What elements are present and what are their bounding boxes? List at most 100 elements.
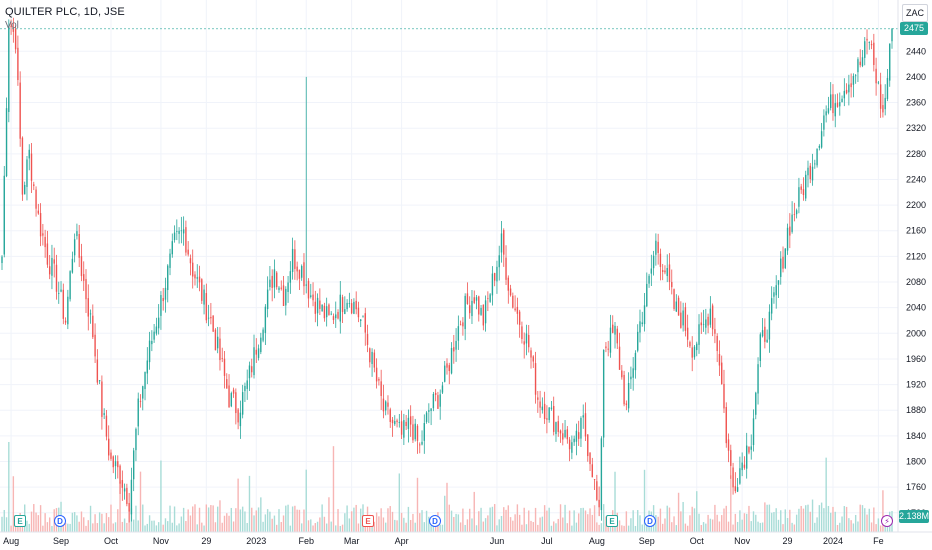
- volume-label[interactable]: Vol: [5, 20, 19, 31]
- candle-body: [548, 407, 550, 421]
- volume-bar: [480, 507, 482, 532]
- earnings-event-marker[interactable]: E: [14, 515, 26, 527]
- volume-bar: [198, 507, 201, 532]
- volume-bar: [509, 517, 512, 532]
- candle-body: [135, 428, 137, 451]
- candle-body: [139, 401, 142, 402]
- candle-body: [450, 347, 453, 374]
- symbol-title[interactable]: QUILTER PLC, 1D, JSE: [5, 6, 125, 18]
- price-tick-label: 1840: [906, 431, 926, 441]
- volume-bar: [757, 521, 759, 532]
- volume-bar: [355, 504, 357, 532]
- volume-bar: [357, 523, 360, 532]
- volume-bar: [632, 510, 634, 532]
- volume-bar: [587, 514, 589, 532]
- candle-body: [21, 137, 24, 195]
- volume-bar: [33, 504, 35, 532]
- candle-body: [103, 413, 105, 415]
- volume-bar: [155, 525, 158, 532]
- volume-bar: [775, 508, 777, 532]
- candle-body: [698, 324, 700, 345]
- candle-body: [571, 442, 573, 453]
- earnings-event-marker[interactable]: E: [362, 515, 374, 527]
- candle-body: [407, 417, 410, 429]
- volume-bar: [811, 499, 814, 532]
- candle-body: [248, 365, 251, 379]
- volume-bar: [409, 519, 412, 532]
- time-tick-label: Apr: [395, 536, 409, 546]
- candle-body: [493, 273, 496, 281]
- time-axis[interactable]: Aug Sep Oct Nov 29 2023 Feb Mar Apr Jun Jul Aug Sep O…: [3, 536, 884, 546]
- candle-body: [868, 42, 870, 44]
- volume-bar: [391, 511, 394, 532]
- volume-bar: [271, 518, 273, 532]
- candle-body: [577, 432, 580, 439]
- candle-body: [319, 300, 321, 309]
- candle-body: [559, 430, 562, 434]
- candle-body: [409, 416, 412, 425]
- candle-body: [403, 420, 405, 438]
- dividend-event-marker[interactable]: D: [644, 515, 656, 527]
- earnings-event-marker[interactable]: E: [606, 515, 618, 527]
- volume-bar: [37, 515, 40, 532]
- volume-bar: [571, 525, 573, 532]
- candle-body: [76, 231, 78, 237]
- candle-body: [873, 42, 875, 65]
- candle-body: [562, 433, 564, 440]
- candle-body: [157, 317, 160, 329]
- volume-bar: [550, 525, 553, 532]
- candle-body: [378, 379, 380, 381]
- dividend-event-marker[interactable]: D: [429, 515, 441, 527]
- volume-bar: [94, 514, 96, 532]
- volume-bar: [852, 523, 855, 532]
- candle-body: [212, 315, 214, 332]
- candle-body: [711, 305, 714, 330]
- candle-body: [770, 298, 773, 314]
- candle-body: [219, 338, 221, 361]
- volume-bar: [866, 514, 868, 532]
- volume-bar: [727, 521, 730, 532]
- candle-body: [42, 233, 44, 236]
- candle-body: [194, 274, 196, 279]
- volume-bar: [244, 511, 246, 532]
- candle-body: [92, 315, 94, 338]
- candle-body: [153, 331, 155, 340]
- volume-bar: [80, 511, 83, 532]
- candle-body: [793, 214, 796, 216]
- volume-bar: [348, 518, 351, 532]
- volume-bar: [92, 523, 94, 532]
- candle-body: [87, 298, 89, 317]
- candle-body: [818, 145, 821, 148]
- volume-bar: [684, 523, 687, 532]
- volume-bar: [498, 519, 500, 532]
- candle-body: [214, 329, 217, 351]
- candle-body: [282, 285, 285, 307]
- volume-bar: [285, 505, 287, 532]
- dividend-event-marker[interactable]: D: [54, 515, 66, 527]
- volume-bar: [859, 504, 861, 532]
- volume-bar: [682, 501, 684, 532]
- candle-body: [496, 266, 498, 282]
- candle-body: [459, 324, 462, 326]
- volume-bar: [319, 517, 321, 532]
- volume-bar: [598, 524, 600, 532]
- candle-body: [178, 230, 180, 234]
- candle-body: [289, 271, 292, 283]
- price-axis[interactable]: 1720176018001840188019201960200020402080…: [906, 46, 926, 517]
- candle-body: [94, 334, 96, 357]
- volume-bar: [207, 507, 210, 532]
- currency-badge[interactable]: ZAC: [902, 4, 928, 22]
- volume-bar: [657, 516, 659, 532]
- volume-bar: [137, 520, 139, 532]
- volume-bar: [528, 510, 530, 532]
- volume-bar: [364, 525, 366, 532]
- candle-body: [805, 174, 807, 199]
- price-tick-label: 1760: [906, 482, 926, 492]
- volume-bar: [773, 512, 775, 532]
- volume-bar: [51, 525, 53, 532]
- volume-bar: [312, 525, 314, 532]
- flash-event-marker[interactable]: ⚡: [881, 515, 893, 527]
- candle-body: [716, 335, 718, 352]
- candle-body: [482, 304, 485, 326]
- volume-value-tag: 2.138M: [899, 510, 930, 523]
